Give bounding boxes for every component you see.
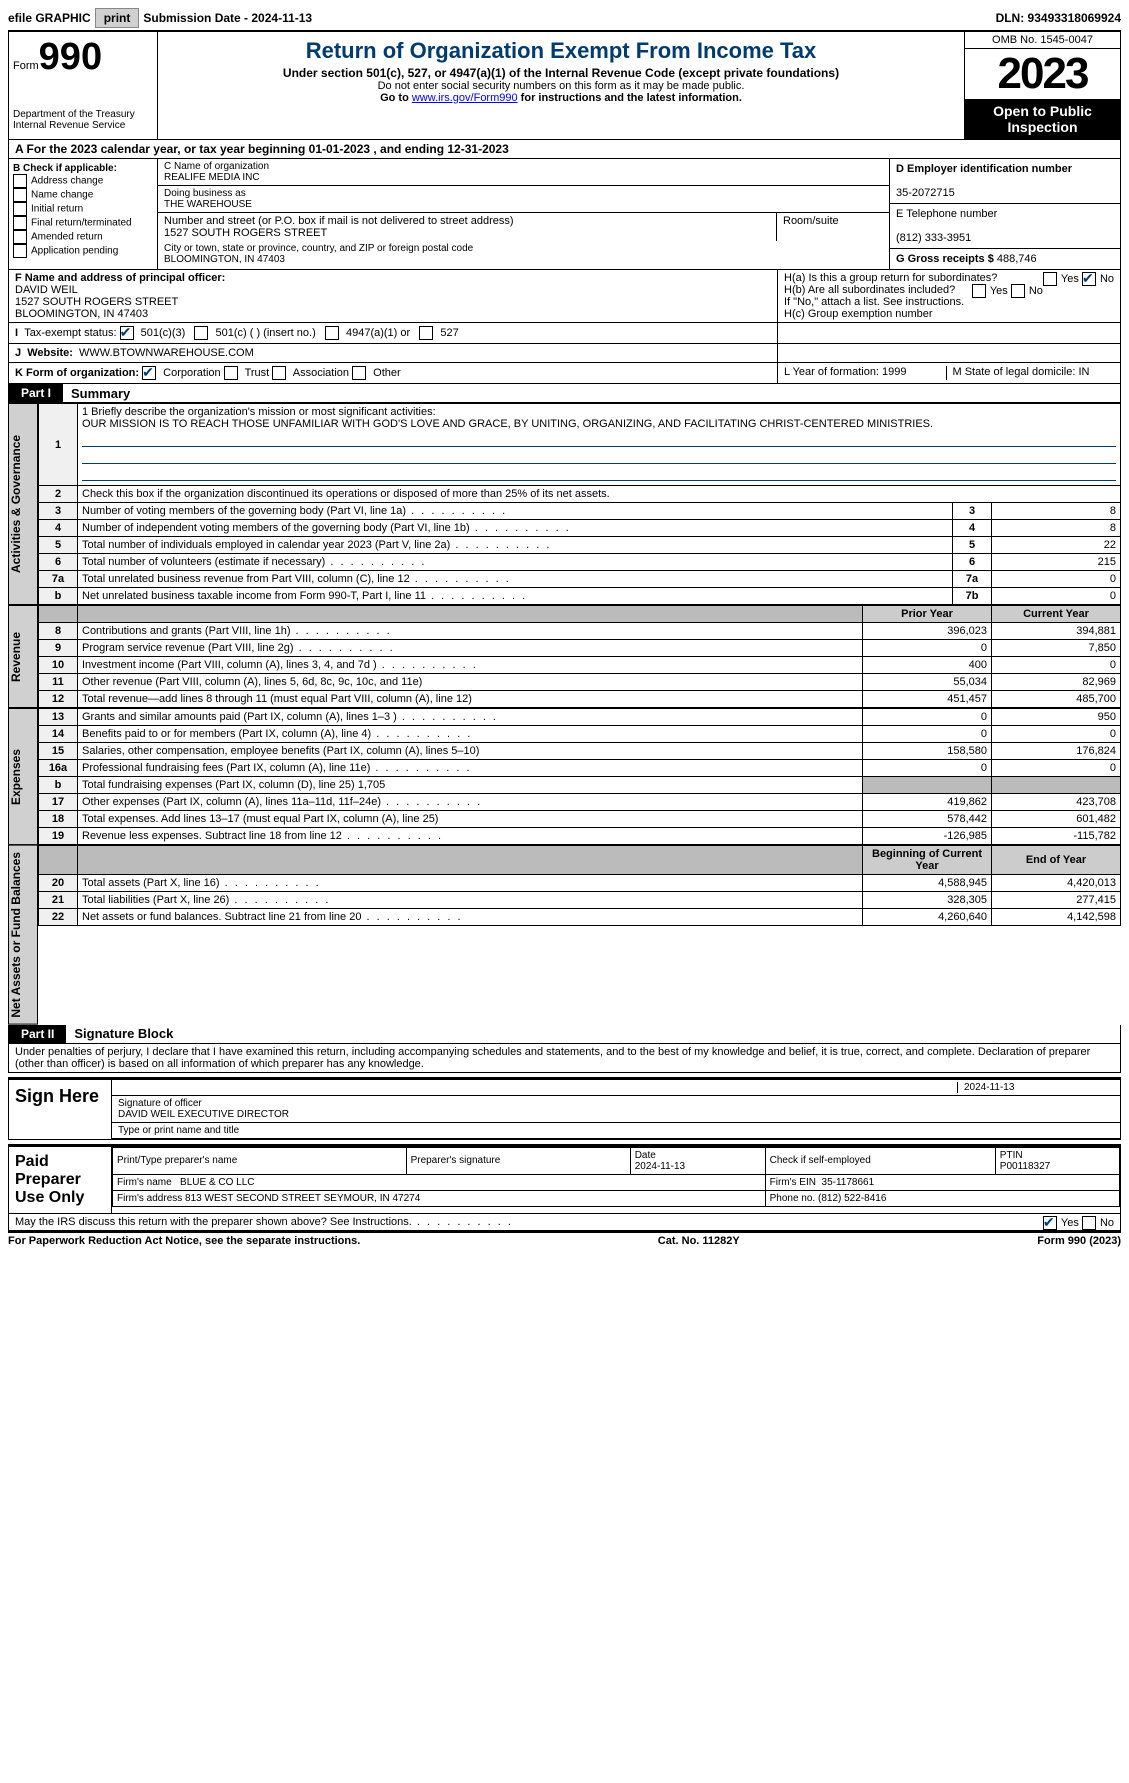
mission: OUR MISSION IS TO REACH THOSE UNFAMILIAR… bbox=[82, 418, 933, 430]
firm-name: BLUE & CO LLC bbox=[180, 1177, 254, 1188]
netassets-table: Beginning of Current YearEnd of Year 20T… bbox=[38, 845, 1121, 926]
sign-here-block: Sign Here 2024-11-13 Signature of office… bbox=[8, 1077, 1121, 1140]
street: 1527 SOUTH ROGERS STREET bbox=[164, 227, 327, 239]
firm-addr: 813 WEST SECOND STREET SEYMOUR, IN 47274 bbox=[185, 1193, 420, 1204]
ptin: P00118327 bbox=[1000, 1161, 1050, 1172]
goto-note: Go to www.irs.gov/Form990 for instructio… bbox=[162, 92, 960, 104]
footer: For Paperwork Reduction Act Notice, see … bbox=[8, 1231, 1121, 1247]
form-subtitle: Under section 501(c), 527, or 4947(a)(1)… bbox=[162, 66, 960, 80]
chk-discuss-no[interactable] bbox=[1082, 1216, 1096, 1230]
efile-label: efile GRAPHIC bbox=[8, 11, 91, 25]
chk-501c3[interactable] bbox=[120, 326, 134, 340]
paid-preparer-block: Paid Preparer Use Only Print/Type prepar… bbox=[8, 1144, 1121, 1214]
chk-corp[interactable] bbox=[142, 366, 156, 380]
public-inspection: Open to Public Inspection bbox=[965, 99, 1120, 139]
chk-hb-no[interactable] bbox=[1011, 284, 1025, 298]
chk-hb-yes[interactable] bbox=[972, 284, 986, 298]
chk-pending[interactable] bbox=[13, 244, 27, 258]
form-word: Form bbox=[13, 60, 39, 72]
discuss-row: May the IRS discuss this return with the… bbox=[8, 1214, 1121, 1231]
row-i: I Tax-exempt status: 501(c)(3) 501(c) ( … bbox=[8, 323, 1121, 344]
dba: THE WAREHOUSE bbox=[164, 199, 252, 210]
form-header: Form990 Department of the Treasury Inter… bbox=[8, 32, 1121, 140]
tax-year: 2023 bbox=[965, 49, 1120, 99]
chk-name-change[interactable] bbox=[13, 188, 27, 202]
ssn-note: Do not enter social security numbers on … bbox=[162, 80, 960, 92]
form-title: Return of Organization Exempt From Incom… bbox=[162, 38, 960, 64]
side-governance: Activities & Governance bbox=[8, 403, 38, 605]
ein: 35-2072715 bbox=[896, 187, 955, 199]
chk-final-return[interactable] bbox=[13, 216, 27, 230]
top-bar: efile GRAPHIC print Submission Date - 20… bbox=[8, 8, 1121, 32]
gross-receipts: 488,746 bbox=[997, 253, 1037, 265]
print-button[interactable]: print bbox=[95, 8, 140, 28]
chk-other[interactable] bbox=[352, 366, 366, 380]
line-a: A For the 2023 calendar year, or tax yea… bbox=[8, 140, 1121, 159]
row-j: J Website: WWW.BTOWNWAREHOUSE.COM bbox=[8, 344, 1121, 363]
submission-date: Submission Date - 2024-11-13 bbox=[143, 11, 312, 25]
row-fh: F Name and address of principal officer:… bbox=[8, 270, 1121, 323]
row-klm: K Form of organization: Corporation Trus… bbox=[8, 363, 1121, 384]
firm-ein: 35-1178661 bbox=[822, 1177, 875, 1188]
col-d: D Employer identification number35-20727… bbox=[890, 159, 1120, 269]
part1-header: Part I Summary bbox=[8, 384, 1121, 403]
expenses-table: 13Grants and similar amounts paid (Part … bbox=[38, 708, 1121, 845]
section-bcd: B Check if applicable: Address change Na… bbox=[8, 159, 1121, 270]
chk-ha-no[interactable] bbox=[1082, 272, 1096, 286]
penalties: Under penalties of perjury, I declare th… bbox=[8, 1044, 1121, 1073]
col-b: B Check if applicable: Address change Na… bbox=[9, 159, 158, 269]
col-c: C Name of organizationREALIFE MEDIA INC … bbox=[158, 159, 890, 269]
chk-527[interactable] bbox=[419, 326, 433, 340]
org-name: REALIFE MEDIA INC bbox=[164, 172, 260, 183]
revenue-table: Prior YearCurrent Year 8Contributions an… bbox=[38, 605, 1121, 708]
officer-sig: DAVID WEIL EXECUTIVE DIRECTOR bbox=[118, 1109, 289, 1120]
form-number: 990 bbox=[39, 36, 102, 78]
officer-name: DAVID WEIL bbox=[15, 284, 78, 296]
state-domicile: M State of legal domicile: IN bbox=[947, 366, 1115, 380]
phone: (812) 333-3951 bbox=[896, 232, 971, 244]
governance-table: 1 1 Briefly describe the organization's … bbox=[38, 403, 1121, 605]
preparer-table: Print/Type preparer's name Preparer's si… bbox=[112, 1147, 1120, 1207]
firm-phone: (812) 522-8416 bbox=[818, 1193, 886, 1204]
website: WWW.BTOWNWAREHOUSE.COM bbox=[79, 347, 254, 359]
side-revenue: Revenue bbox=[8, 605, 38, 708]
chk-4947[interactable] bbox=[325, 326, 339, 340]
chk-discuss-yes[interactable] bbox=[1043, 1216, 1057, 1230]
chk-assoc[interactable] bbox=[272, 366, 286, 380]
chk-address-change[interactable] bbox=[13, 174, 27, 188]
chk-501c[interactable] bbox=[194, 326, 208, 340]
part2-header: Part II Signature Block bbox=[8, 1025, 1121, 1044]
year-formation: L Year of formation: 1999 bbox=[784, 366, 947, 380]
omb-number: OMB No. 1545-0047 bbox=[965, 32, 1120, 49]
dept-treasury: Department of the Treasury Internal Reve… bbox=[13, 109, 153, 131]
city: BLOOMINGTON, IN 47403 bbox=[164, 254, 285, 265]
irs-link[interactable]: www.irs.gov/Form990 bbox=[412, 92, 518, 104]
chk-ha-yes[interactable] bbox=[1043, 272, 1057, 286]
side-expenses: Expenses bbox=[8, 708, 38, 845]
chk-amended[interactable] bbox=[13, 230, 27, 244]
chk-trust[interactable] bbox=[224, 366, 238, 380]
side-netassets: Net Assets or Fund Balances bbox=[8, 845, 38, 1025]
chk-initial-return[interactable] bbox=[13, 202, 27, 216]
dln: DLN: 93493318069924 bbox=[996, 11, 1121, 25]
